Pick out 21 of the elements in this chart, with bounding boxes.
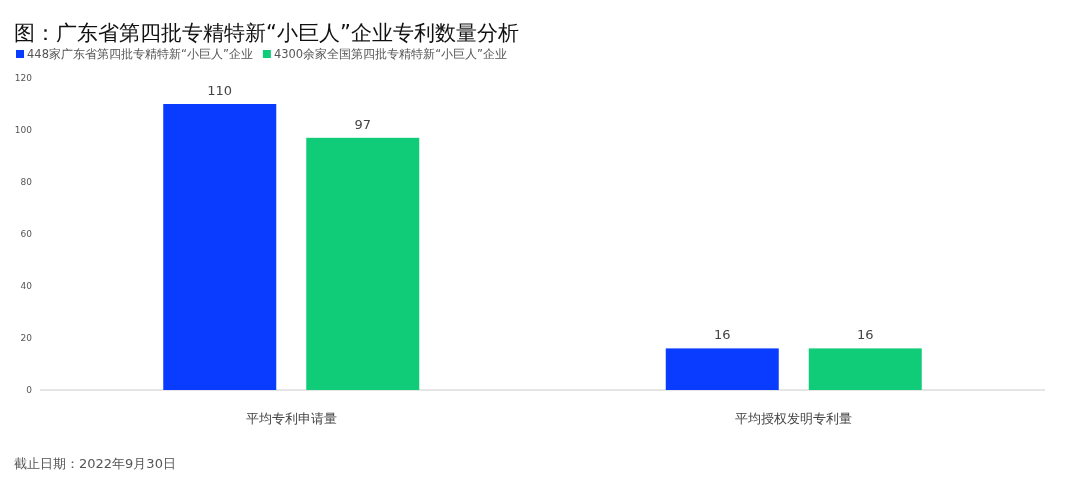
bar	[808, 348, 922, 390]
data-label: 16	[713, 327, 731, 343]
legend-label: 4300余家全国第四批专精特新“小巨人”企业	[273, 47, 508, 61]
y-tick-label: 0	[26, 385, 33, 395]
y-tick-label: 80	[20, 177, 33, 187]
y-tick-label: 120	[14, 73, 33, 83]
bar	[306, 137, 420, 390]
bar	[665, 348, 779, 390]
y-tick-label: 20	[20, 333, 33, 343]
data-label: 110	[207, 83, 233, 98]
x-tick-label: 平均授权发明专利量	[735, 411, 853, 426]
y-tick-label: 100	[14, 125, 33, 135]
data-label: 97	[354, 116, 372, 132]
y-tick-label: 40	[20, 281, 33, 291]
data-label: 16	[856, 327, 874, 343]
legend-label: 448家广东省第四批专精特新“小巨人”企业	[27, 47, 253, 61]
y-tick-label: 60	[20, 229, 33, 239]
x-tick-label: 平均专利申请量	[245, 411, 337, 426]
bar	[163, 104, 277, 390]
chart-title: 图：广东省第四批专精特新“小巨人”企业专利数量分析	[14, 21, 519, 45]
text: 截止日期：2022年9月30日	[14, 456, 176, 471]
